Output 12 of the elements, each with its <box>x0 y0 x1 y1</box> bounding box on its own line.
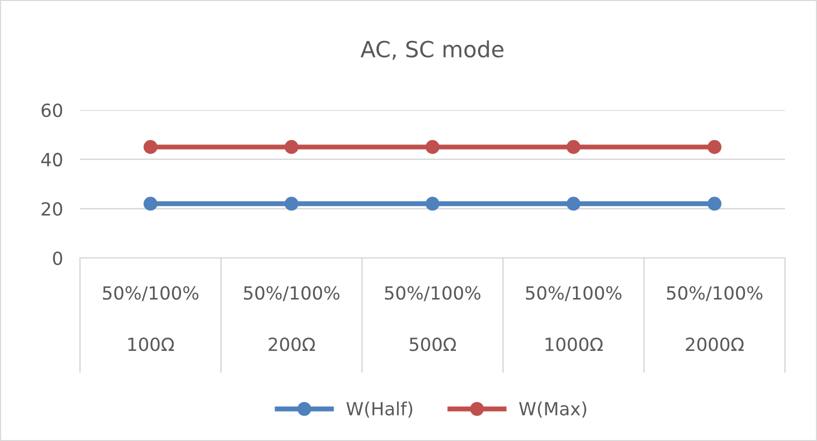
legend-label: W(Max) <box>519 402 586 418</box>
y-tick-label: 60 <box>42 103 62 118</box>
category-label: 50%/100% 200Ω <box>244 286 340 352</box>
y-tick-label: 20 <box>42 202 62 216</box>
chart-title: AC, SC mode <box>360 40 504 60</box>
category-label: 50%/100% 1000Ω <box>526 286 622 352</box>
category-label: 50%/100% 500Ω <box>384 286 480 352</box>
category-label: 50%/100% 2000Ω <box>666 286 762 352</box>
y-tick-label: 0 <box>53 251 62 266</box>
y-tick-label: 40 <box>41 152 62 166</box>
legend-label: W(Half) <box>346 402 412 418</box>
category-label: 50%/100% 100Ω <box>102 286 198 352</box>
